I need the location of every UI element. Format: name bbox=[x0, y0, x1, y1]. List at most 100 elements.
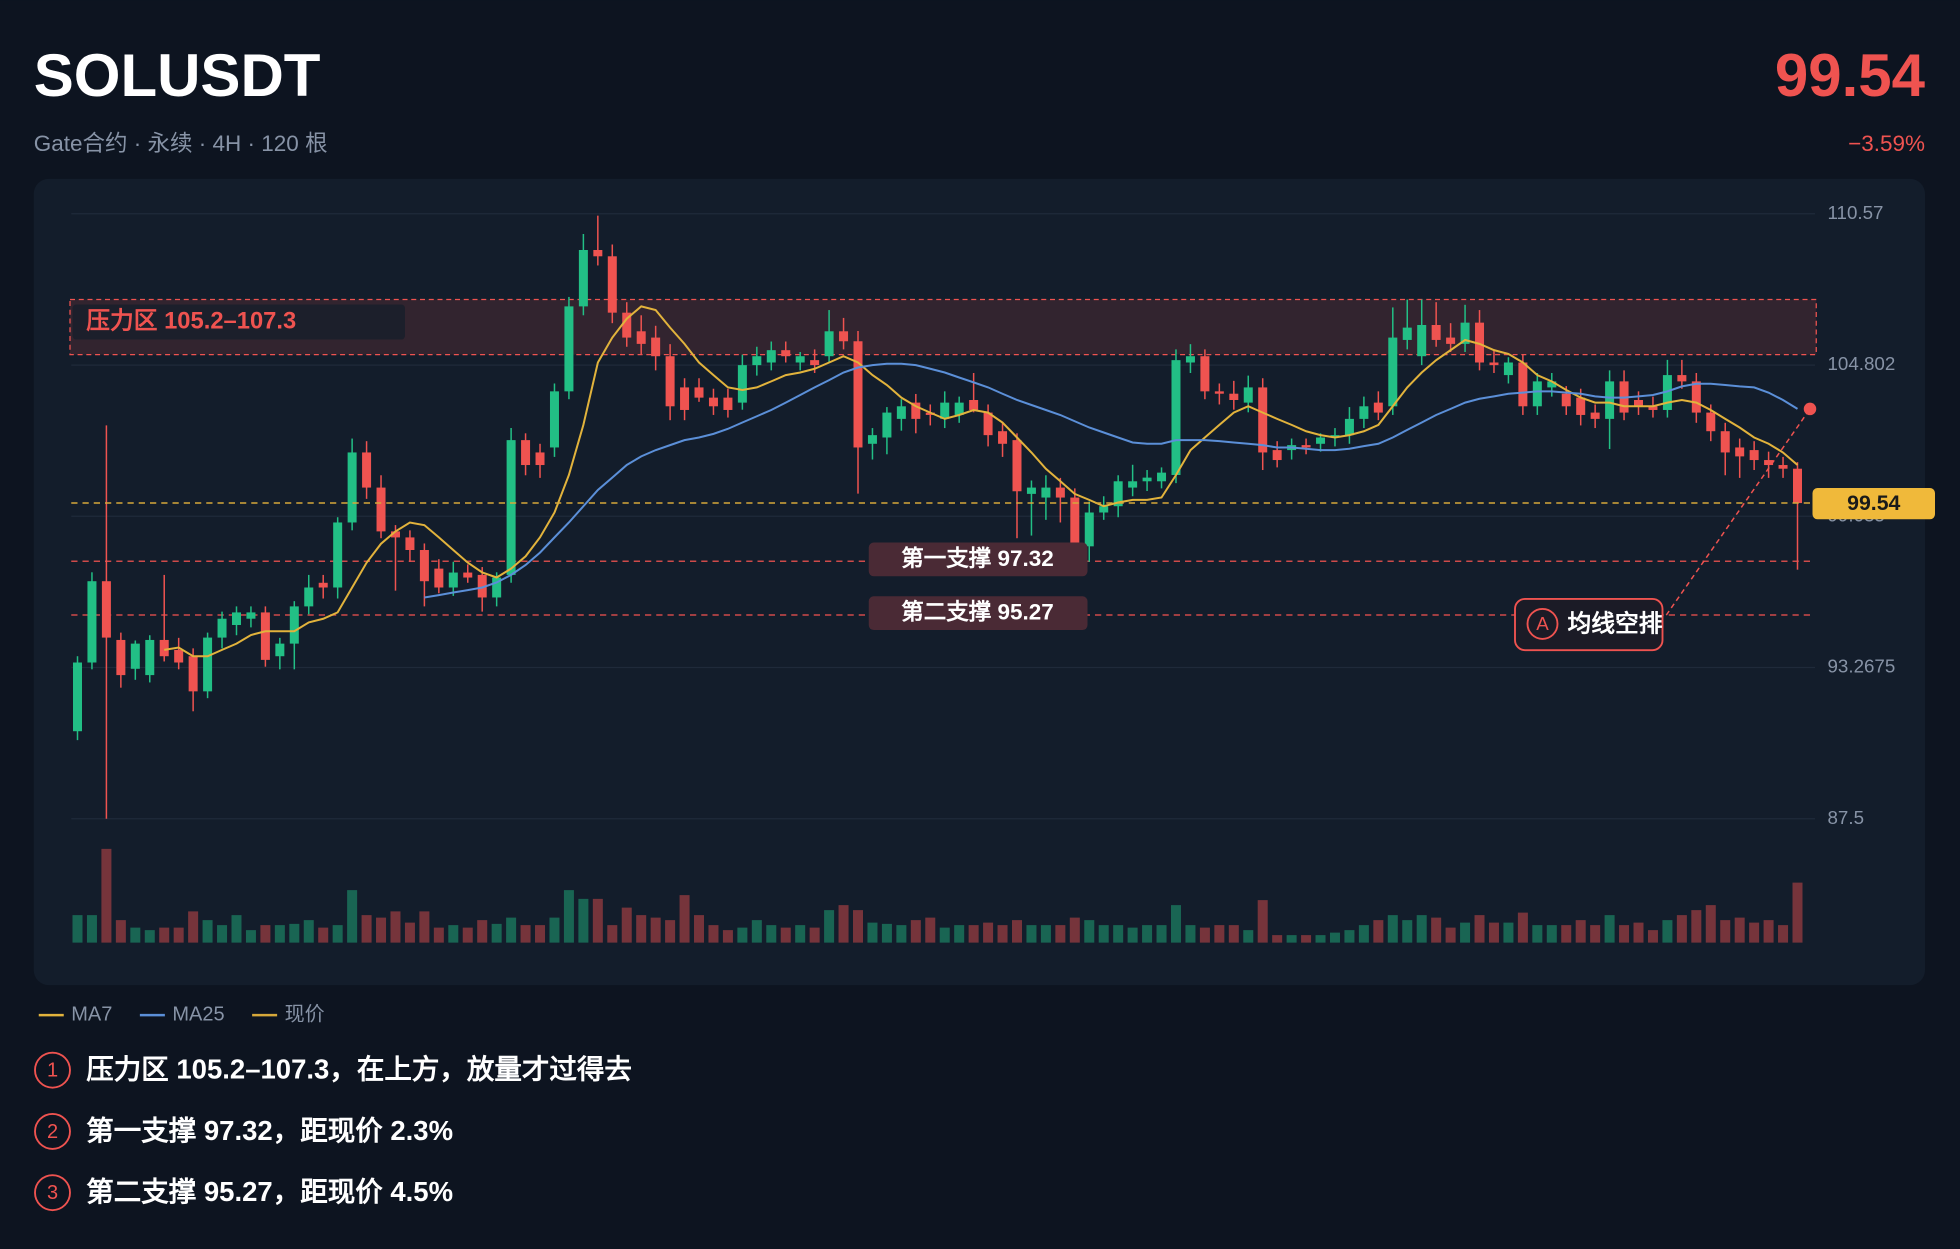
price-tag: 99.54 bbox=[1847, 491, 1900, 515]
volume-bar bbox=[809, 927, 820, 943]
volume-bar bbox=[1199, 927, 1210, 943]
volume-bar bbox=[578, 898, 589, 943]
volume-bar bbox=[694, 915, 705, 943]
volume-bar bbox=[1763, 920, 1774, 943]
volume-bar bbox=[1503, 922, 1514, 943]
volume-bar bbox=[390, 911, 401, 943]
note-badge-ring bbox=[34, 1051, 71, 1089]
volume-bar bbox=[462, 927, 473, 943]
candle-body bbox=[376, 487, 386, 532]
volume-bar bbox=[549, 917, 560, 943]
candle-body bbox=[1402, 327, 1412, 340]
volume-bar bbox=[448, 925, 459, 943]
annotation-text: 均线空排 bbox=[1568, 609, 1663, 637]
volume-bar bbox=[535, 925, 546, 943]
volume-bar bbox=[433, 927, 444, 943]
candle-body bbox=[1764, 460, 1774, 466]
candle-body bbox=[1793, 468, 1802, 504]
volume-bar bbox=[1474, 915, 1485, 943]
volume-bar bbox=[1633, 922, 1644, 943]
volume-bar bbox=[722, 930, 733, 943]
note-badge-ring bbox=[34, 1112, 71, 1150]
volume-bar bbox=[665, 920, 676, 943]
chart-panel bbox=[33, 178, 1925, 986]
volume-bar bbox=[1185, 925, 1196, 943]
candle-body bbox=[925, 412, 935, 415]
volume-bar bbox=[1286, 935, 1297, 943]
volume-bar bbox=[520, 925, 531, 943]
candle-body bbox=[839, 331, 849, 342]
candle-body bbox=[87, 581, 97, 663]
volume-bar bbox=[1445, 927, 1456, 943]
volume-bar bbox=[636, 915, 647, 943]
candle-body bbox=[636, 331, 646, 344]
volume-bar bbox=[404, 922, 415, 943]
candle-body bbox=[1026, 487, 1036, 494]
volume-bar bbox=[563, 890, 574, 943]
candle-body bbox=[1677, 375, 1687, 382]
candle-body bbox=[1041, 487, 1051, 498]
volume-bar bbox=[1170, 905, 1181, 943]
volume-bar bbox=[1676, 915, 1687, 943]
candle-body bbox=[781, 350, 791, 357]
volume-bar bbox=[274, 925, 285, 943]
candle-body bbox=[954, 402, 964, 415]
candle-body bbox=[1691, 381, 1701, 413]
candle-body bbox=[1735, 447, 1745, 457]
candle-body bbox=[304, 587, 314, 607]
volume-bar bbox=[506, 917, 517, 943]
legend-label: MA25 bbox=[172, 1003, 224, 1025]
candle-body bbox=[1272, 450, 1282, 461]
volume-bar bbox=[1691, 910, 1702, 943]
volume-bar bbox=[101, 848, 112, 943]
note-badge: 3 bbox=[47, 1182, 58, 1204]
candle-body bbox=[521, 440, 531, 466]
candle-body bbox=[969, 399, 979, 410]
price-change: −3.59% bbox=[1848, 131, 1925, 156]
candle-body bbox=[260, 612, 270, 660]
candle-body bbox=[1171, 360, 1181, 476]
candle-body bbox=[1229, 393, 1239, 400]
volume-bar bbox=[1532, 925, 1543, 943]
candle-body bbox=[101, 581, 111, 638]
candle-body bbox=[390, 531, 400, 538]
volume-bar bbox=[766, 925, 777, 943]
candle-body bbox=[824, 331, 834, 357]
volume-bar bbox=[1329, 932, 1340, 943]
candle-body bbox=[1431, 324, 1441, 340]
candle-body bbox=[1518, 362, 1528, 407]
volume-bar bbox=[332, 925, 343, 943]
y-tick-label: 110.57 bbox=[1828, 202, 1884, 223]
candle-body bbox=[882, 412, 892, 438]
volume-bar bbox=[1272, 935, 1283, 943]
volume-bar bbox=[1358, 925, 1369, 943]
candle-body bbox=[1489, 362, 1499, 366]
volume-bar bbox=[260, 925, 271, 943]
candle-body bbox=[737, 365, 747, 403]
candle-body bbox=[275, 643, 285, 657]
candle-body bbox=[1316, 437, 1326, 444]
candle-body bbox=[130, 643, 140, 669]
volume-bar bbox=[1344, 930, 1355, 943]
candle-body bbox=[289, 606, 299, 644]
candle-body bbox=[708, 397, 718, 407]
volume-bar bbox=[1734, 917, 1745, 943]
candle-body bbox=[1605, 381, 1615, 419]
candle-body bbox=[333, 522, 343, 588]
zone-label-box bbox=[72, 304, 405, 340]
volume-bar bbox=[1749, 922, 1760, 943]
candle-body bbox=[318, 582, 328, 588]
candle-body bbox=[1576, 397, 1586, 415]
candle-body bbox=[578, 249, 588, 307]
volume-bar bbox=[86, 915, 97, 943]
volume-bar bbox=[1040, 925, 1051, 943]
candle-body bbox=[766, 350, 776, 363]
annotation-badge: A bbox=[1536, 613, 1549, 634]
volume-bar bbox=[1084, 920, 1095, 943]
volume-bar bbox=[983, 922, 994, 943]
volume-bar bbox=[1416, 915, 1427, 943]
volume-bar bbox=[1257, 900, 1268, 943]
volume-bar bbox=[1705, 905, 1716, 943]
candle-body bbox=[231, 612, 241, 626]
